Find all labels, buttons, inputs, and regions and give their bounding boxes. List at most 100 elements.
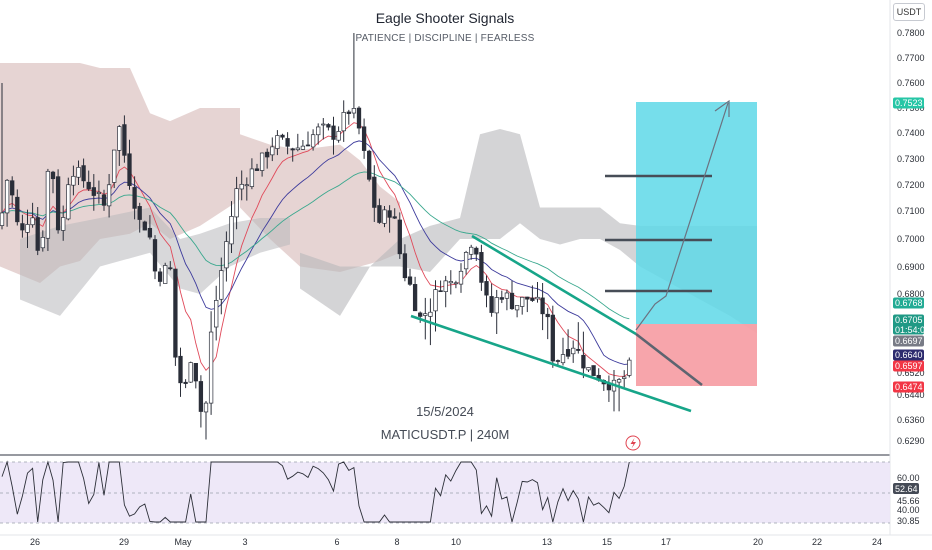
x-tick-label: 20 [753,537,763,547]
candle-body [377,205,382,223]
candle-body [50,171,56,180]
rsi-line [1,460,630,523]
candle-body [71,175,76,186]
candle-body [550,314,555,362]
candle-body [40,237,45,249]
y-tick-label: 0.6440 [897,390,925,400]
candle-body [132,187,137,209]
candle-body [173,268,178,358]
candle-body [249,168,255,187]
candle-body [474,247,479,255]
candle-body [520,296,525,307]
candle-body [591,365,596,376]
candle-body [560,354,566,364]
x-tick-label: 15 [602,537,612,547]
candle-body [412,284,418,312]
rsi-value-label: 52.64 [895,484,918,494]
lightning-icon[interactable] [625,435,641,451]
candle-body [571,347,576,355]
candle-body [163,265,168,284]
rsi-value-tag [893,483,919,494]
price-tag [893,97,924,109]
candle-body [152,239,158,272]
candle-body [15,196,20,223]
x-tick-label: 26 [30,537,40,547]
y-tick-label: 0.6290 [897,436,925,446]
candle-body [407,276,413,285]
candle-body [239,183,244,190]
candle-body [499,297,504,300]
time-axis: 26 29 May 3 6 8 10 13 15 17 20 22 24 [0,534,932,547]
projected-path-arrow [635,102,729,331]
candle-body [616,379,622,383]
candle-body [305,144,311,147]
candle-body [259,152,265,171]
y-tick-label: 0.7200 [897,180,925,190]
price-tag-label: 0.7523 [895,98,923,108]
price-tag [893,349,924,361]
candle-body [55,176,61,231]
candle-body [66,184,71,220]
take-profit-zone [636,102,757,324]
x-tick-label: 29 [119,537,129,547]
x-tick-label: 8 [394,537,399,547]
y-tick-label: 0.7000 [897,234,925,244]
candle-body [203,402,209,413]
ema-fast-line [1,122,630,377]
candle-body [504,292,510,299]
watermark-symbol: MATICUSDT.P | 240M [380,427,510,442]
y-tick-label: 0.6360 [897,415,925,425]
candle-body [418,312,423,317]
candle-body [494,297,499,314]
x-tick-label: 22 [812,537,822,547]
y-tick-label: 0.7600 [897,78,925,88]
price-tag-label: 0.6597 [895,361,923,371]
candle-body [127,153,132,186]
candle-body [30,217,35,226]
x-tick-label: 13 [542,537,552,547]
candle-body [581,354,586,369]
candle-body [229,216,234,245]
candle-body [387,210,392,218]
candle-body [428,311,433,317]
rsi-tick-label: 30.85 [897,516,920,526]
price-tag-label: 0.6705 [895,315,923,325]
candle-body [168,267,173,270]
candle-body [469,246,474,255]
price-tag-label: 0.6640 [895,350,923,360]
candle-body [208,331,214,404]
stop-loss-zone [636,324,757,386]
candle-body [300,145,306,150]
candle-body [122,124,127,156]
candle-body [316,126,321,136]
candle-body [112,149,117,183]
x-tick-label: May [174,537,192,547]
candle-body [188,362,193,383]
candle-body [275,135,280,149]
rsi-tick-label: 60.00 [897,473,920,483]
wedge-lower-line [410,314,692,413]
candle-body [101,194,107,206]
candle-body [367,150,372,180]
candle-body [45,170,51,239]
candle-body [265,151,270,158]
candle-body [565,349,571,357]
currency-label[interactable]: USDT [893,3,925,21]
candle-body [458,270,464,285]
candle-body [346,111,351,114]
candlesticks [0,33,632,440]
price-tag [893,335,924,347]
moving-averages [1,122,630,377]
y-tick-label: 0.6800 [897,289,925,299]
arrow-head [714,99,730,117]
candle-body [234,188,239,218]
price-axis: 0.78000.77000.76000.75000.74000.73000.72… [0,0,925,535]
rsi-tick-label: 40.00 [897,505,920,515]
candle-body [178,355,183,384]
candle-body [509,292,515,310]
breakout-projection-line [635,332,703,387]
candle-body [555,360,561,362]
candle-body [438,290,443,293]
candle-body [361,126,367,151]
